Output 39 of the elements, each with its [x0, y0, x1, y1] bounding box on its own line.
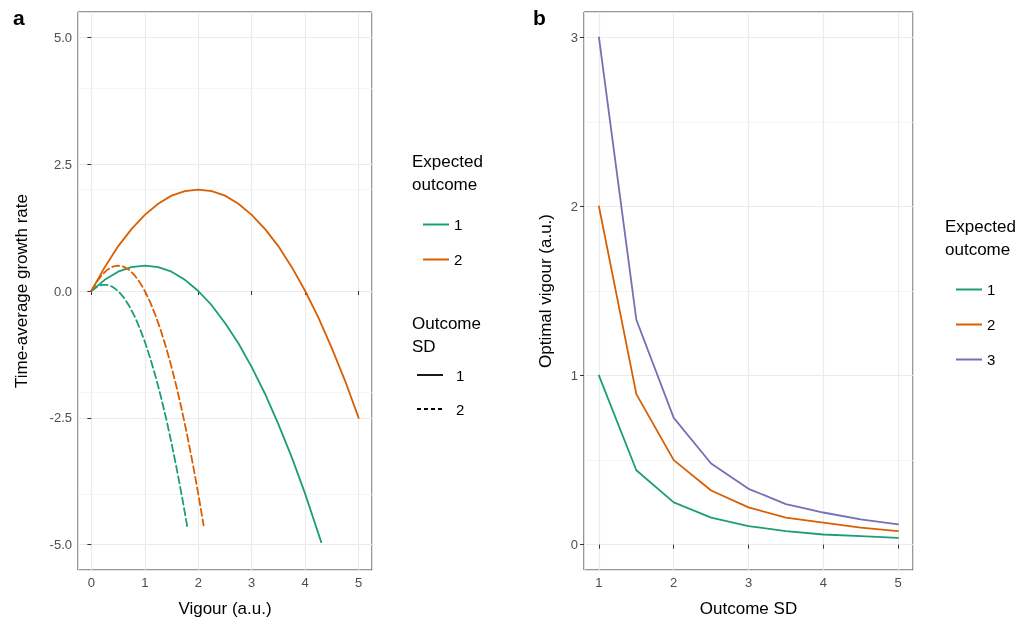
x-tick-label: 4 — [819, 575, 827, 590]
y-tick-label: 1 — [570, 368, 578, 384]
x-tick-label: 3 — [248, 575, 256, 590]
x-tick-label: 2 — [194, 575, 202, 590]
text: 1 — [456, 366, 465, 384]
y-tick-label: -2.5 — [49, 410, 72, 426]
line-series — [598, 374, 899, 539]
line-series — [598, 205, 899, 533]
x-tick-label: 2 — [670, 575, 678, 590]
y-tick-label: 2.5 — [53, 156, 72, 172]
chart-title: a — [13, 6, 25, 29]
y-axis-title: Optimal vigour (a.u.) — [536, 214, 555, 368]
legend-label: 2 — [454, 251, 463, 268]
x-axis-title: Outcome SD — [699, 599, 798, 618]
x-tick-label: 1 — [595, 575, 603, 590]
x-tick-label: 3 — [744, 575, 753, 590]
line-series — [598, 36, 899, 526]
chart-title: b — [533, 6, 546, 29]
legend-label: 3 — [987, 351, 996, 368]
y-tick-label: 5.0 — [53, 29, 72, 45]
y-tick-label: 0 — [570, 537, 578, 553]
x-tick-label: 1 — [141, 575, 149, 590]
y-tick-label: 2 — [570, 198, 578, 214]
text: 2 — [456, 400, 465, 418]
legend-label: 1 — [987, 281, 996, 298]
legend-title: Expected outcome — [412, 152, 488, 194]
y-tick-label: 3 — [570, 29, 578, 45]
y-axis-title: Time-average growth rate — [12, 193, 31, 389]
legend-title: Expected outcome — [945, 217, 1021, 259]
legend-label: 1 — [454, 216, 463, 233]
y-tick-label: 0.0 — [53, 283, 72, 299]
x-axis-title: Vigour (a.u.) — [178, 599, 272, 618]
legend-label: 2 — [987, 316, 996, 333]
text: Outcome SD — [412, 313, 482, 358]
x-tick-label: 0 — [87, 575, 95, 590]
x-tick-label: 5 — [894, 575, 902, 590]
x-tick-label: 4 — [301, 575, 309, 590]
y-tick-label: -5.0 — [49, 537, 72, 553]
x-tick-label: 5 — [355, 575, 363, 590]
